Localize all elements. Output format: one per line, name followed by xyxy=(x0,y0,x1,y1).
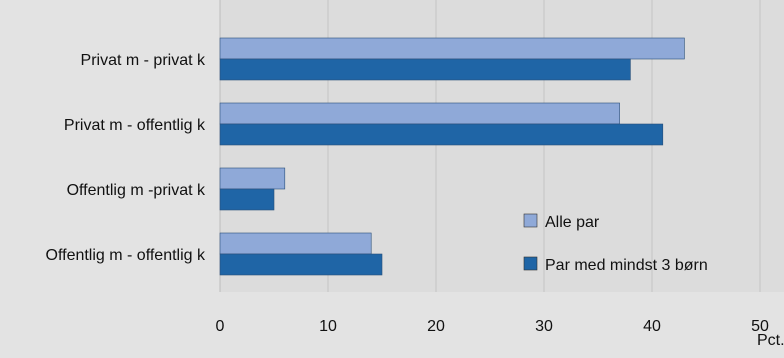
x-axis-unit: Pct. xyxy=(757,332,784,349)
category-label: Offentlig m -privat k xyxy=(67,182,206,199)
x-tick-label: 40 xyxy=(643,318,661,335)
legend-label-alle-par: Alle par xyxy=(545,214,600,231)
legend-swatch-par-med-mindst-3-born xyxy=(523,256,538,271)
x-tick-label: 10 xyxy=(319,318,337,335)
legend: Alle par Par med mindst 3 børn xyxy=(523,213,708,274)
x-tick-label: 50 xyxy=(751,318,769,335)
legend-swatch-alle-par xyxy=(523,213,538,228)
x-tick-label: 0 xyxy=(216,318,225,335)
bars xyxy=(219,37,685,276)
bar-alle-par-0 xyxy=(219,37,685,60)
x-tick-label: 30 xyxy=(535,318,553,335)
x-tick-label: 20 xyxy=(427,318,445,335)
bar-alle-par-1 xyxy=(219,102,620,125)
legend-label-par-med-mindst-3-born: Par med mindst 3 børn xyxy=(545,257,708,274)
bar-par-med-mindst-3-born-2 xyxy=(219,188,275,211)
category-labels: Privat m - privat k Privat m - offentlig … xyxy=(46,52,206,264)
bar-par-med-mindst-3-born-0 xyxy=(219,58,631,81)
bar-par-med-mindst-3-born-3 xyxy=(219,253,383,276)
category-label: Privat m - privat k xyxy=(81,52,206,69)
bar-alle-par-3 xyxy=(219,232,372,255)
bar-par-med-mindst-3-born-1 xyxy=(219,123,664,146)
x-tick-labels: 0 10 20 30 40 50 xyxy=(216,318,769,335)
category-label: Privat m - offentlig k xyxy=(64,117,206,134)
bar-alle-par-2 xyxy=(219,167,286,190)
category-label: Offentlig m - offentlig k xyxy=(46,247,206,264)
